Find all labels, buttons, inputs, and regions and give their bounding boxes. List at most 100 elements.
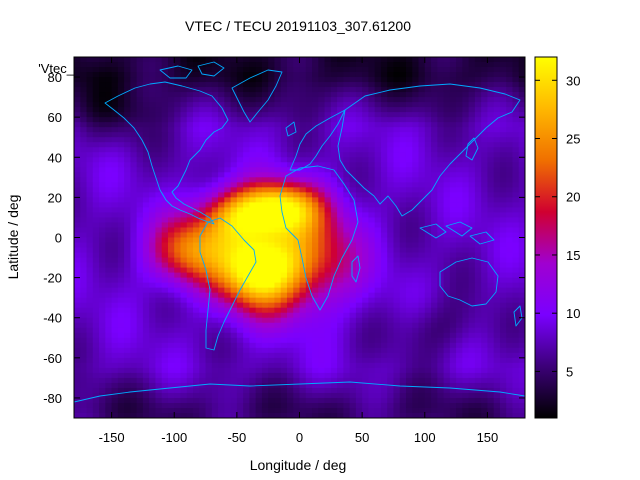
heatmap-cell xyxy=(236,222,244,229)
heatmap-cell xyxy=(343,112,351,118)
heatmap-cell xyxy=(474,267,482,274)
heatmap-cell xyxy=(99,167,106,173)
heatmap-cell xyxy=(130,187,138,193)
heatmap-cell xyxy=(280,157,288,163)
heatmap-cell xyxy=(312,77,319,83)
heatmap-cell xyxy=(474,207,482,214)
heatmap-cell xyxy=(111,92,119,98)
heatmap-cell xyxy=(456,182,463,188)
heatmap-cell xyxy=(468,242,476,249)
heatmap-cell xyxy=(105,262,113,269)
heatmap-cell xyxy=(224,152,232,158)
heatmap-cell xyxy=(393,302,401,309)
heatmap-cell xyxy=(80,222,88,229)
heatmap-cell xyxy=(124,362,131,369)
heatmap-cell xyxy=(161,197,169,203)
heatmap-cell xyxy=(431,327,438,334)
heatmap-cell xyxy=(324,77,332,83)
heatmap-cell xyxy=(493,307,501,314)
heatmap-cell xyxy=(518,377,525,384)
heatmap-cell xyxy=(305,217,313,224)
heatmap-cell xyxy=(274,137,282,143)
heatmap-cell xyxy=(337,237,344,244)
heatmap-cell xyxy=(318,252,326,259)
heatmap-cell xyxy=(437,262,445,269)
heatmap-cell xyxy=(105,277,113,284)
heatmap-cell xyxy=(105,132,113,138)
heatmap-cell xyxy=(443,77,451,83)
heatmap-cell xyxy=(368,157,376,163)
heatmap-cell xyxy=(124,262,131,269)
heatmap-cell xyxy=(468,202,476,209)
heatmap-cell xyxy=(261,322,269,329)
heatmap-cell xyxy=(74,367,81,374)
heatmap-cell xyxy=(211,387,219,394)
heatmap-cell xyxy=(142,137,150,143)
heatmap-cell xyxy=(280,142,288,148)
heatmap-cell xyxy=(167,362,175,369)
heatmap-cell xyxy=(506,392,514,399)
heatmap-cell xyxy=(374,332,382,339)
heatmap-cell xyxy=(86,197,94,203)
heatmap-cell xyxy=(380,317,388,324)
heatmap-cell xyxy=(462,337,470,344)
heatmap-cell xyxy=(474,127,482,133)
heatmap-cell xyxy=(499,257,507,264)
heatmap-cell xyxy=(149,352,157,359)
heatmap-cell xyxy=(111,127,119,133)
heatmap-cell xyxy=(111,182,119,188)
heatmap-cell xyxy=(387,342,395,349)
heatmap-cell xyxy=(86,242,94,249)
heatmap-cell xyxy=(355,82,363,88)
heatmap-cell xyxy=(343,147,351,153)
heatmap-cell xyxy=(506,197,514,203)
heatmap-cell xyxy=(443,87,451,93)
heatmap-cell xyxy=(205,217,213,224)
heatmap-cell xyxy=(205,257,213,264)
heatmap-cell xyxy=(261,352,269,359)
heatmap-cell xyxy=(418,162,426,168)
heatmap-cell xyxy=(349,157,357,163)
heatmap-cell xyxy=(136,102,144,108)
heatmap-cell xyxy=(193,312,200,319)
heatmap-cell xyxy=(299,367,307,374)
heatmap-cell xyxy=(493,392,501,399)
heatmap-cell xyxy=(299,92,307,98)
heatmap-cell xyxy=(261,162,269,168)
heatmap-cell xyxy=(124,272,131,279)
heatmap-cell xyxy=(499,392,507,399)
heatmap-cell xyxy=(99,367,106,374)
heatmap-cell xyxy=(268,282,276,289)
heatmap-cell xyxy=(418,322,426,329)
heatmap-cell xyxy=(205,82,213,88)
heatmap-cell xyxy=(186,252,194,259)
heatmap-cell xyxy=(199,122,207,128)
heatmap-cell xyxy=(167,322,175,329)
heatmap-cell xyxy=(236,372,244,379)
heatmap-cell xyxy=(74,167,81,173)
heatmap-cell xyxy=(337,247,344,254)
heatmap-cell xyxy=(130,202,138,209)
heatmap-cell xyxy=(293,367,301,374)
heatmap-cell xyxy=(255,337,263,344)
heatmap-cell xyxy=(74,142,81,148)
heatmap-cell xyxy=(299,142,307,148)
heatmap-cell xyxy=(124,187,131,193)
heatmap-cell xyxy=(362,102,369,108)
heatmap-cell xyxy=(456,397,463,404)
heatmap-cell xyxy=(92,252,100,259)
heatmap-cell xyxy=(293,97,301,103)
heatmap-cell xyxy=(405,212,413,219)
heatmap-cell xyxy=(493,127,501,133)
heatmap-cell xyxy=(337,217,344,224)
heatmap-cell xyxy=(155,277,163,284)
heatmap-cell xyxy=(487,347,495,354)
heatmap-cell xyxy=(374,297,382,304)
heatmap-cell xyxy=(218,402,225,409)
heatmap-cell xyxy=(481,67,489,73)
heatmap-cell xyxy=(499,152,507,158)
heatmap-cell xyxy=(506,322,514,329)
heatmap-cell xyxy=(337,222,344,229)
heatmap-cell xyxy=(130,282,138,289)
heatmap-cell xyxy=(405,297,413,304)
